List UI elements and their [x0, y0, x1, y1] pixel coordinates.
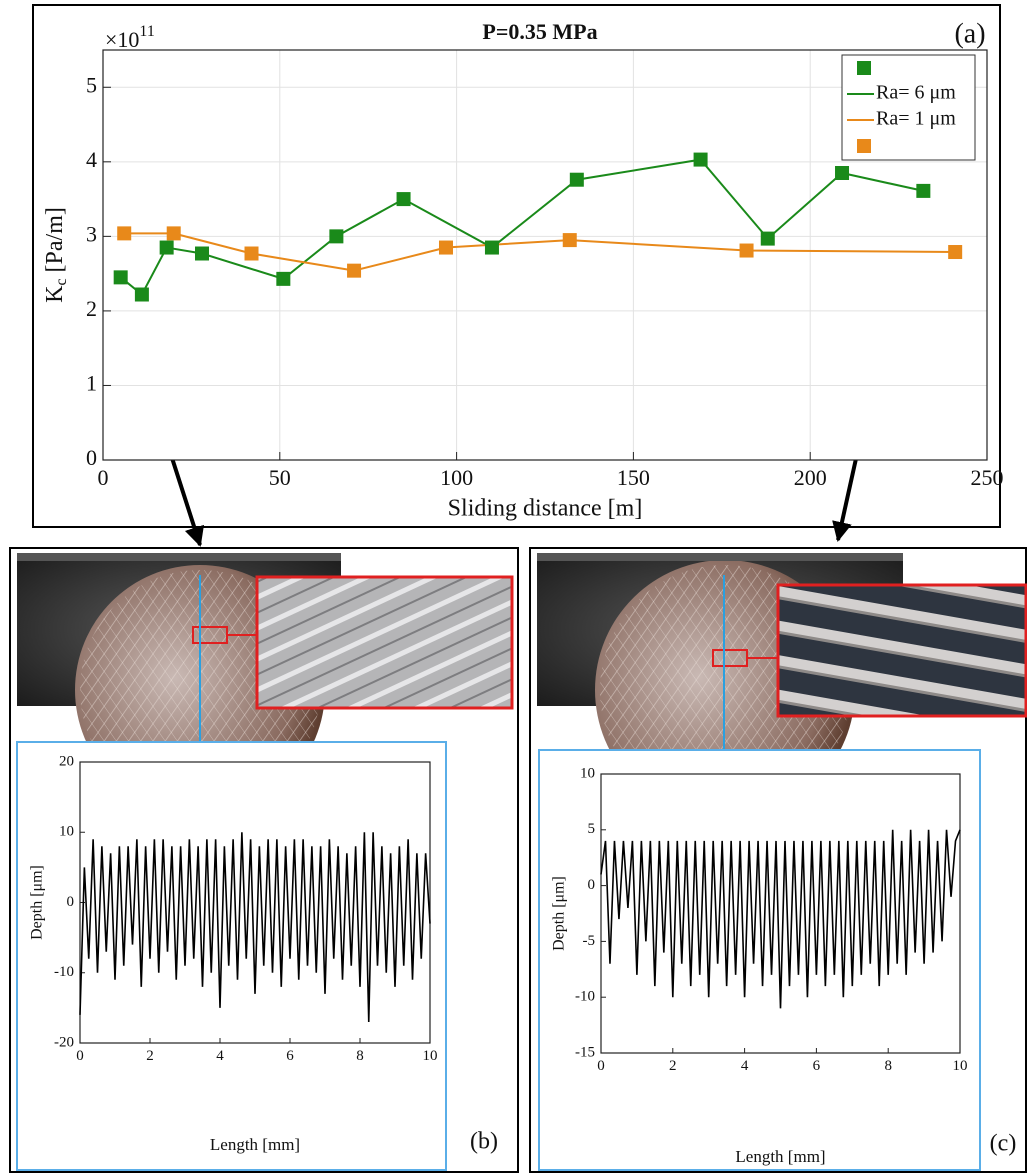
y-tick-label: 0	[588, 877, 596, 893]
x-axis-label: Length [mm]	[210, 1135, 300, 1154]
marker	[159, 240, 174, 255]
y-tick-label: 0	[86, 445, 97, 470]
marker	[438, 240, 453, 255]
axes-box	[102, 49, 988, 461]
x-tick-label: 200	[794, 465, 827, 490]
y-axis-label: Kc [Pa/m]	[42, 207, 70, 303]
panel-label: (c)	[990, 1131, 1017, 1157]
marker	[347, 263, 362, 278]
y-label-main: K	[42, 285, 68, 303]
x-tick-label: 100	[440, 465, 473, 490]
marker	[113, 270, 128, 285]
y-axis-label: Depth [μm]	[29, 865, 46, 940]
panel-b-frame	[9, 547, 519, 1173]
multiplier-base: ×10	[105, 27, 139, 52]
marker	[484, 240, 499, 255]
x-tick-label: 10	[423, 1048, 438, 1064]
y-tick-label: -20	[54, 1034, 74, 1050]
panel-a-frame	[32, 4, 1001, 528]
y-tick-label: 0	[67, 894, 75, 910]
x-tick-label: 2	[146, 1048, 154, 1064]
y-tick-label: 10	[580, 765, 595, 781]
x-tick-label: 0	[98, 465, 109, 490]
x-tick-label: 0	[597, 1058, 605, 1074]
y-tick-label: 2	[86, 296, 97, 321]
marker	[916, 183, 931, 198]
y-tick-label: 10	[59, 824, 74, 840]
x-tick-label: 6	[286, 1048, 294, 1064]
x-tick-label: 4	[216, 1048, 224, 1064]
x-axis-label: Sliding distance [m]	[448, 496, 643, 522]
marker	[166, 226, 181, 241]
x-tick-label: 50	[269, 465, 291, 490]
panel-label: (b)	[470, 1129, 498, 1155]
marker	[739, 243, 754, 258]
x-tick-label: 0	[76, 1048, 84, 1064]
marker	[276, 271, 291, 286]
y-label-sub: c	[53, 278, 70, 285]
multiplier-exponent: 11	[139, 23, 154, 40]
x-tick-label: 8	[884, 1058, 892, 1074]
legend-label: Ra= 1 μm	[876, 108, 956, 130]
x-tick-label: 6	[813, 1058, 821, 1074]
marker	[117, 226, 132, 241]
y-tick-label: 5	[86, 72, 97, 97]
marker	[562, 233, 577, 248]
marker	[569, 172, 584, 187]
panel-c-frame	[529, 547, 1027, 1173]
y-tick-label: 20	[59, 753, 74, 769]
y-tick-label: 3	[86, 221, 97, 246]
axes-box	[600, 773, 961, 1054]
x-tick-label: 4	[741, 1058, 749, 1074]
series-line	[600, 829, 961, 1009]
legend-label: Ra= 6 μm	[876, 82, 956, 104]
marker	[329, 229, 344, 244]
marker	[396, 192, 411, 207]
marker	[693, 152, 708, 167]
y-tick-label: -5	[583, 933, 596, 949]
legend-marker	[857, 61, 871, 75]
y-tick-label: 5	[588, 821, 596, 837]
marker	[244, 246, 259, 261]
y-tick-label: 1	[86, 371, 97, 396]
legend-marker	[857, 139, 871, 153]
y-label-unit: [Pa/m]	[42, 207, 68, 278]
y-tick-label: -10	[575, 989, 595, 1005]
y-tick-label: 4	[86, 147, 97, 172]
series-line	[124, 232, 956, 272]
chart-title: P=0.35 MPa	[482, 19, 597, 44]
y-axis-label: Depth [μm]	[551, 876, 568, 951]
plot-area	[80, 762, 430, 1043]
marker	[835, 166, 850, 180]
x-axis-label: Length [mm]	[735, 1147, 825, 1166]
x-tick-label: 8	[356, 1048, 364, 1064]
x-tick-label: 10	[953, 1058, 968, 1074]
series-line	[79, 832, 431, 1022]
x-tick-label: 2	[669, 1058, 677, 1074]
axes-box	[79, 761, 431, 1044]
y-tick-label: -10	[54, 964, 74, 980]
plot-area	[601, 774, 960, 1053]
marker	[760, 231, 775, 246]
panel-label: (a)	[954, 18, 985, 49]
marker	[948, 245, 963, 260]
y-tick-label: -15	[575, 1044, 595, 1060]
y-multiplier: ×1011	[105, 23, 155, 52]
x-tick-label: 150	[617, 465, 650, 490]
x-tick-label: 250	[971, 465, 1004, 490]
marker	[134, 287, 149, 302]
marker	[195, 246, 210, 261]
